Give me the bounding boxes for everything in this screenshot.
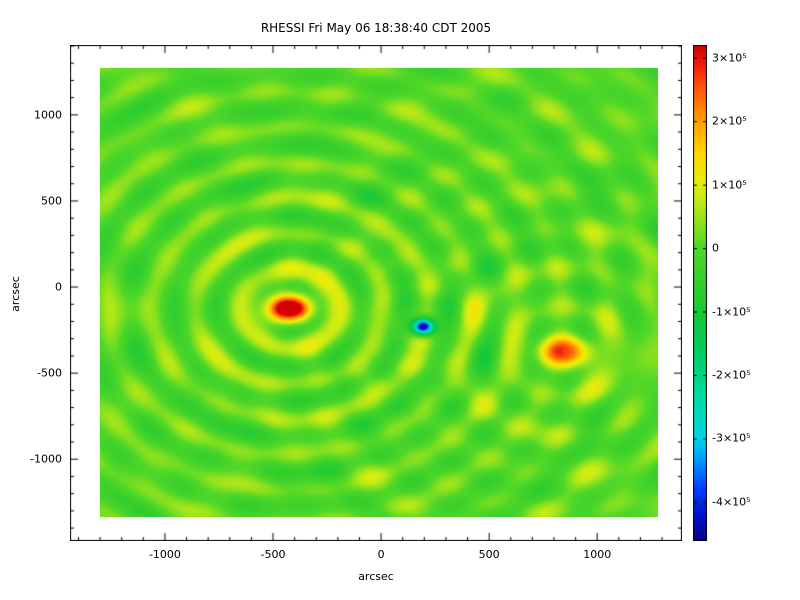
colorbar-tick-label: 1×10⁵ [712,178,747,192]
x-tick-label: 500 [478,548,500,561]
y-tick-label: 0 [55,280,62,294]
colorbar-tick-label: 0 [712,241,719,255]
colorbar-tick-label: -4×10⁵ [712,495,751,509]
colorbar-tick-label: 2×10⁵ [712,114,747,128]
colorbar-tick-label: 3×10⁵ [712,51,747,65]
colorbar-tick-label: -1×10⁵ [712,305,751,319]
y-tick-label: -1000 [30,452,62,466]
y-axis-label: arcsec [9,276,22,312]
colorbar-tick-label: -2×10⁵ [712,368,751,382]
y-tick-label: -500 [37,366,62,380]
x-axis-label: arcsec [358,570,394,583]
x-tick-label: -500 [260,548,286,561]
chart-title: RHESSI Fri May 06 18:38:40 CDT 2005 [260,21,492,35]
y-tick-label: 500 [41,194,62,208]
colorbar-tick-label: -3×10⁵ [712,431,751,445]
colorbar [693,45,707,541]
y-tick-label: 1000 [34,108,62,122]
x-tick-label: -1000 [148,548,181,561]
axes-frame [70,45,682,541]
x-tick-label: 1000 [583,548,612,561]
x-tick-label: 0 [377,548,385,561]
